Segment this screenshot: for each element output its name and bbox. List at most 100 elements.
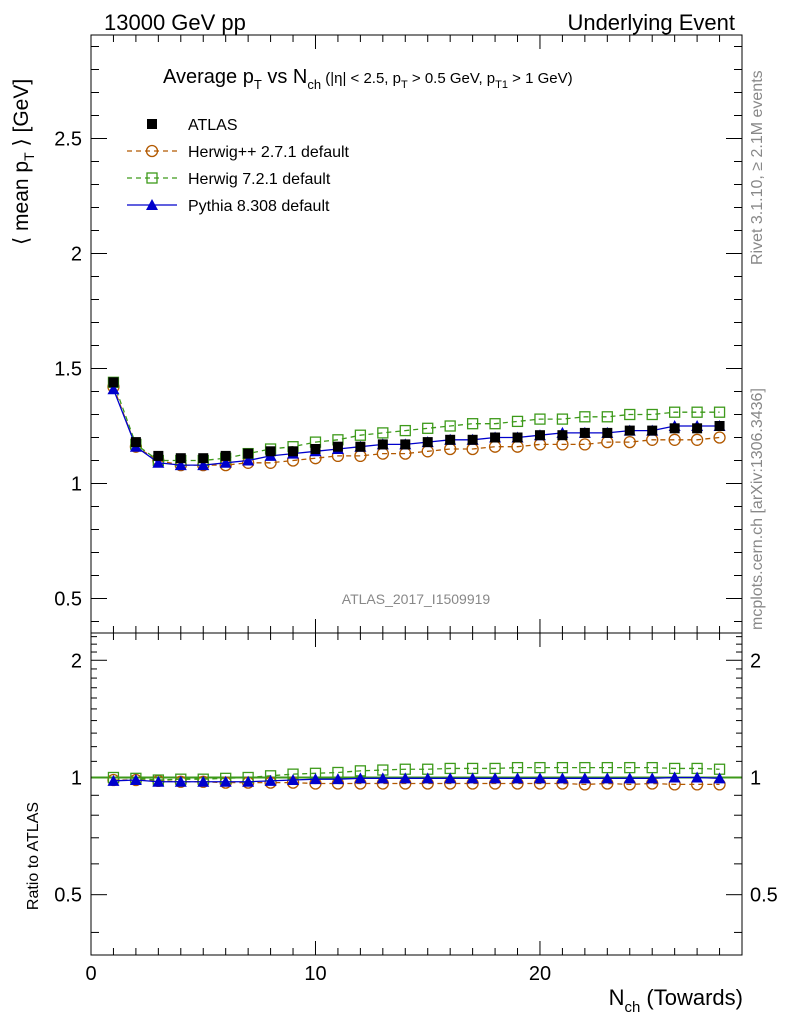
- main-data-point: [400, 439, 411, 450]
- ratio-data-point: [578, 772, 591, 784]
- main-data-point: [332, 441, 343, 452]
- main-data-point: [714, 421, 725, 431]
- mcplots-label: mcplots.cern.ch [arXiv:1306.3436]: [749, 388, 766, 630]
- ratio-series-line: [113, 776, 720, 783]
- ratio-data-point: [129, 774, 142, 786]
- main-data-point: [601, 411, 613, 423]
- main-data-point: [422, 437, 433, 448]
- main-data-point: [668, 433, 681, 446]
- main-data-point: [624, 408, 636, 421]
- main-data-point: [467, 434, 478, 445]
- legend-marker: [146, 172, 158, 184]
- ratio-data-point: [713, 772, 726, 784]
- main-data-point: [669, 406, 681, 418]
- main-data-point: [490, 432, 501, 443]
- x-tick-label: 10: [304, 963, 326, 985]
- title-part-a: Average p: [163, 66, 254, 88]
- main-data-point: [243, 448, 254, 459]
- main-data-point: [197, 459, 210, 471]
- ratio-y-tick-label: 2: [71, 650, 82, 672]
- main-series-line: [112, 386, 720, 466]
- ratio-data-point: [399, 772, 412, 784]
- main-data-point: [107, 383, 120, 395]
- xlabel-part-b: (Towards): [640, 985, 743, 1010]
- ratio-y-tick-label-right: 1: [750, 767, 761, 789]
- ratio-data-point: [107, 774, 120, 786]
- main-data-point: [310, 444, 321, 454]
- title-sub-a: T: [254, 77, 262, 92]
- title-part-e: > 1 GeV): [508, 70, 573, 87]
- main-data-point: [377, 427, 389, 439]
- ratio-y-tick-label: 0.5: [54, 885, 82, 907]
- ratio-data-point: [287, 774, 300, 786]
- ratio-data-point: [601, 772, 614, 784]
- main-data-point: [647, 425, 658, 436]
- main-y-tick-label: 2: [71, 244, 82, 266]
- ylabel-part-a: ⟨ mean p: [10, 161, 33, 245]
- main-data-point: [669, 423, 680, 434]
- title-sub-d: T1: [495, 79, 508, 91]
- title-sub-b: ch: [307, 77, 321, 92]
- legend-entry-label: ATLAS: [188, 117, 238, 134]
- legend-marker: [146, 199, 158, 210]
- legend: ATLAS Herwig++ 2.7.1 default Herwig 7.2.1 …: [127, 117, 350, 215]
- main-data-point: [579, 411, 591, 423]
- legend-marker: [145, 144, 159, 158]
- ratio-data-point: [376, 772, 389, 784]
- main-data-point: [578, 438, 592, 451]
- ratio-y-axis-label: Ratio to ATLAS: [25, 802, 42, 910]
- header-right-label: Underlying Event: [567, 10, 735, 35]
- ratio-data-point: [489, 772, 502, 784]
- main-data-point: [288, 446, 299, 457]
- main-data-point: [152, 456, 165, 468]
- main-data-point: [512, 432, 523, 443]
- ratio-data-point: [444, 772, 457, 784]
- main-data-point: [713, 406, 726, 418]
- legend-entry-label: Herwig++ 2.7.1 default: [188, 144, 350, 161]
- ratio-series-line: [113, 766, 720, 781]
- main-y-tick-label: 2.5: [54, 129, 82, 151]
- main-data-point: [602, 427, 613, 438]
- main-data-point: [355, 441, 366, 452]
- x-axis-label: Nch (Towards): [609, 985, 743, 1016]
- x-tick-label: 0: [85, 963, 96, 985]
- main-data-point: [198, 453, 209, 464]
- main-data-point: [242, 454, 255, 466]
- ratio-data-point: [668, 771, 681, 783]
- ratio-panel-ticks: 0 10 20 0.5 0.5 1 1 2 2: [54, 633, 778, 985]
- header-left-label: 13000 GeV pp: [104, 10, 246, 35]
- ratio-y-tick-label-right: 0.5: [750, 885, 778, 907]
- title-sub-c: T: [401, 79, 408, 91]
- xlabel-sub-a: ch: [624, 999, 640, 1016]
- main-y-tick-label: 0.5: [54, 589, 82, 611]
- ratio-data-point: [152, 775, 165, 787]
- main-data-point: [399, 424, 411, 437]
- ratio-y-tick-label: 1: [71, 767, 82, 789]
- main-data-point: [354, 429, 367, 441]
- x-tick-label: 20: [529, 963, 551, 985]
- ratio-data-point: [691, 771, 704, 783]
- main-data-point: [445, 434, 456, 445]
- ratio-data-point: [174, 775, 187, 787]
- main-data-point: [444, 420, 456, 432]
- ratio-data-point: [331, 773, 344, 785]
- main-y-tick-label: 1: [71, 474, 82, 496]
- main-data-point: [108, 377, 119, 388]
- xlabel-part-a: N: [609, 985, 625, 1010]
- main-plot-title: Average pT vs Nch (|η| < 2.5, pT > 0.5 G…: [163, 66, 573, 92]
- legend-entry-label: Herwig 7.2.1 default: [188, 171, 331, 188]
- main-data-point: [265, 446, 276, 457]
- rivet-label: Rivet 3.1.10, ≥ 2.1M events: [749, 70, 766, 265]
- main-data-point: [624, 425, 635, 436]
- ratio-data-point: [264, 774, 277, 786]
- main-data-point: [534, 413, 546, 425]
- main-panel-ticks: 0.5 1 1.5 2 2.5: [54, 35, 743, 633]
- main-data-point: [557, 430, 568, 441]
- ratio-panel-frame: [90, 632, 743, 956]
- ratio-data-point: [623, 772, 636, 784]
- main-data-point: [623, 435, 636, 449]
- ratio-data-point: [646, 772, 659, 784]
- main-y-axis-label: ⟨ mean pT ⟩ [GeV]: [10, 79, 37, 245]
- ylabel-part-b: ⟩ [GeV]: [10, 79, 33, 153]
- main-data-point: [377, 439, 388, 450]
